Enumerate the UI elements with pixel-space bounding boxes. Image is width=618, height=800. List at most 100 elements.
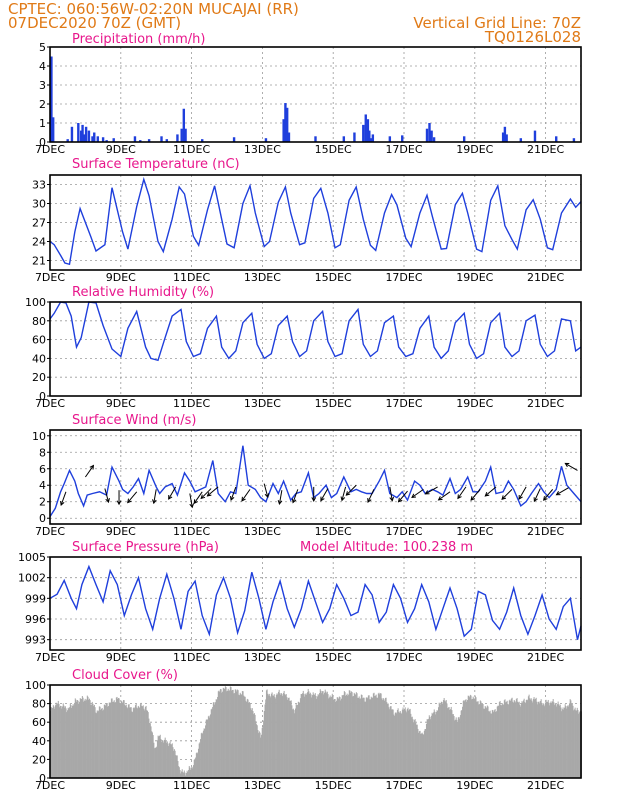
panel-cloud: 0 20 40 60 80 100 7DEC 9DEC 11DEC 13DEC 15DEC 17DEC…	[25, 668, 583, 792]
cloud-bar	[416, 724, 418, 778]
cloud-bar	[526, 699, 528, 778]
y-tick-label: 30	[32, 198, 46, 211]
cloud-bar	[547, 701, 549, 778]
cloud-bar	[205, 719, 207, 778]
precip-bar	[353, 132, 356, 142]
cloud-bar	[88, 699, 90, 778]
cloud-bar	[326, 691, 328, 778]
cloud-bar	[575, 710, 577, 778]
wind-arrow-head	[105, 498, 110, 504]
wind-arrow	[438, 491, 451, 501]
x-tick-label: 21DEC	[527, 779, 564, 792]
precip-bar	[519, 138, 523, 142]
cloud-bar	[148, 718, 150, 778]
cloud-bar	[311, 695, 313, 778]
cloud-bar	[180, 773, 182, 778]
cloud-bar	[340, 698, 342, 778]
cloud-bar	[270, 693, 272, 778]
y-tick-label: 0	[39, 390, 46, 403]
cloud-bar	[257, 729, 259, 778]
cloud-bar	[445, 701, 447, 778]
cloud-bar	[475, 697, 477, 778]
y-tick-label: 2	[39, 496, 46, 509]
precip-bar	[364, 114, 367, 142]
cloud-bar	[328, 697, 330, 778]
wind-arrow	[292, 489, 299, 503]
cloud-bar	[238, 694, 240, 778]
cloud-bar	[178, 766, 180, 778]
precip-bar	[165, 139, 169, 142]
precip-bar	[284, 103, 287, 142]
cloud-bar	[287, 697, 289, 778]
cloud-bar	[196, 752, 198, 778]
cloud-bar	[78, 703, 80, 778]
cloud-bar	[380, 693, 382, 778]
cloud-bar	[518, 701, 520, 778]
cloud-bar	[149, 723, 151, 778]
cloud-bar	[98, 710, 100, 778]
precip-bar	[81, 124, 84, 142]
cloud-bar	[555, 704, 557, 778]
cloud-bar	[173, 749, 175, 778]
cloud-bar	[549, 705, 551, 778]
cloud-bar	[67, 707, 69, 778]
cloud-bar	[442, 703, 444, 778]
cloud-bar	[227, 688, 229, 778]
cloud-bar	[395, 712, 397, 778]
cloud-bar	[187, 771, 189, 778]
cloud-bar	[513, 700, 515, 778]
cloud-bar	[139, 704, 141, 778]
cloud-bar	[576, 707, 578, 778]
cloud-bar	[261, 727, 263, 778]
cloud-bar	[534, 698, 536, 778]
cloud-bar	[249, 702, 251, 778]
cloud-bar	[360, 698, 362, 778]
cloud-bar	[479, 704, 481, 778]
cloud-bar	[465, 699, 467, 778]
cloud-bar	[477, 701, 479, 778]
cloud-bar	[239, 692, 241, 778]
cloud-bar	[563, 709, 565, 778]
y-tick-label: 1	[39, 117, 46, 130]
plot-frame	[49, 301, 582, 397]
cloud-bar	[256, 724, 258, 778]
cloud-bar	[263, 710, 265, 778]
cloud-bar	[115, 697, 117, 778]
cloud-bar	[77, 700, 79, 778]
cloud-bar	[163, 742, 165, 778]
cloud-bar	[176, 755, 178, 778]
cloud-bar	[383, 699, 385, 778]
cloud-bar	[547, 699, 549, 778]
cloud-bar	[236, 691, 238, 778]
cloud-bar	[525, 699, 527, 778]
cloud-bar	[64, 706, 66, 778]
wind-arrow	[241, 489, 251, 502]
cloud-bar	[484, 708, 486, 778]
cloud-bar	[127, 708, 129, 778]
cloud-bar	[374, 695, 376, 778]
panel-title: Surface Pressure (hPa)	[72, 540, 219, 555]
cloud-bar	[454, 720, 456, 778]
x-tick-label: 21DEC	[527, 397, 564, 410]
cloud-bar	[235, 689, 237, 778]
x-tick-label: 9DEC	[106, 143, 136, 156]
cloud-bar	[58, 703, 60, 778]
cloud-bar	[535, 697, 537, 778]
cloud-bar	[375, 694, 377, 778]
cloud-bar	[528, 694, 530, 778]
x-tick-label: 17DEC	[385, 271, 422, 284]
cloud-bar	[260, 734, 262, 778]
cloud-bar	[464, 701, 466, 778]
cloud-bar	[573, 710, 575, 778]
y-tick-label: 4	[39, 479, 46, 492]
cloud-bar	[103, 709, 105, 778]
x-tick-label: 21DEC	[527, 143, 564, 156]
cloud-bar	[445, 700, 447, 778]
cloud-bar	[314, 693, 316, 778]
wind-arrow	[193, 491, 203, 504]
cloud-bar	[167, 743, 169, 778]
cloud-bar	[61, 708, 63, 778]
cloud-bar	[521, 701, 523, 778]
cloud-bar	[131, 711, 133, 778]
